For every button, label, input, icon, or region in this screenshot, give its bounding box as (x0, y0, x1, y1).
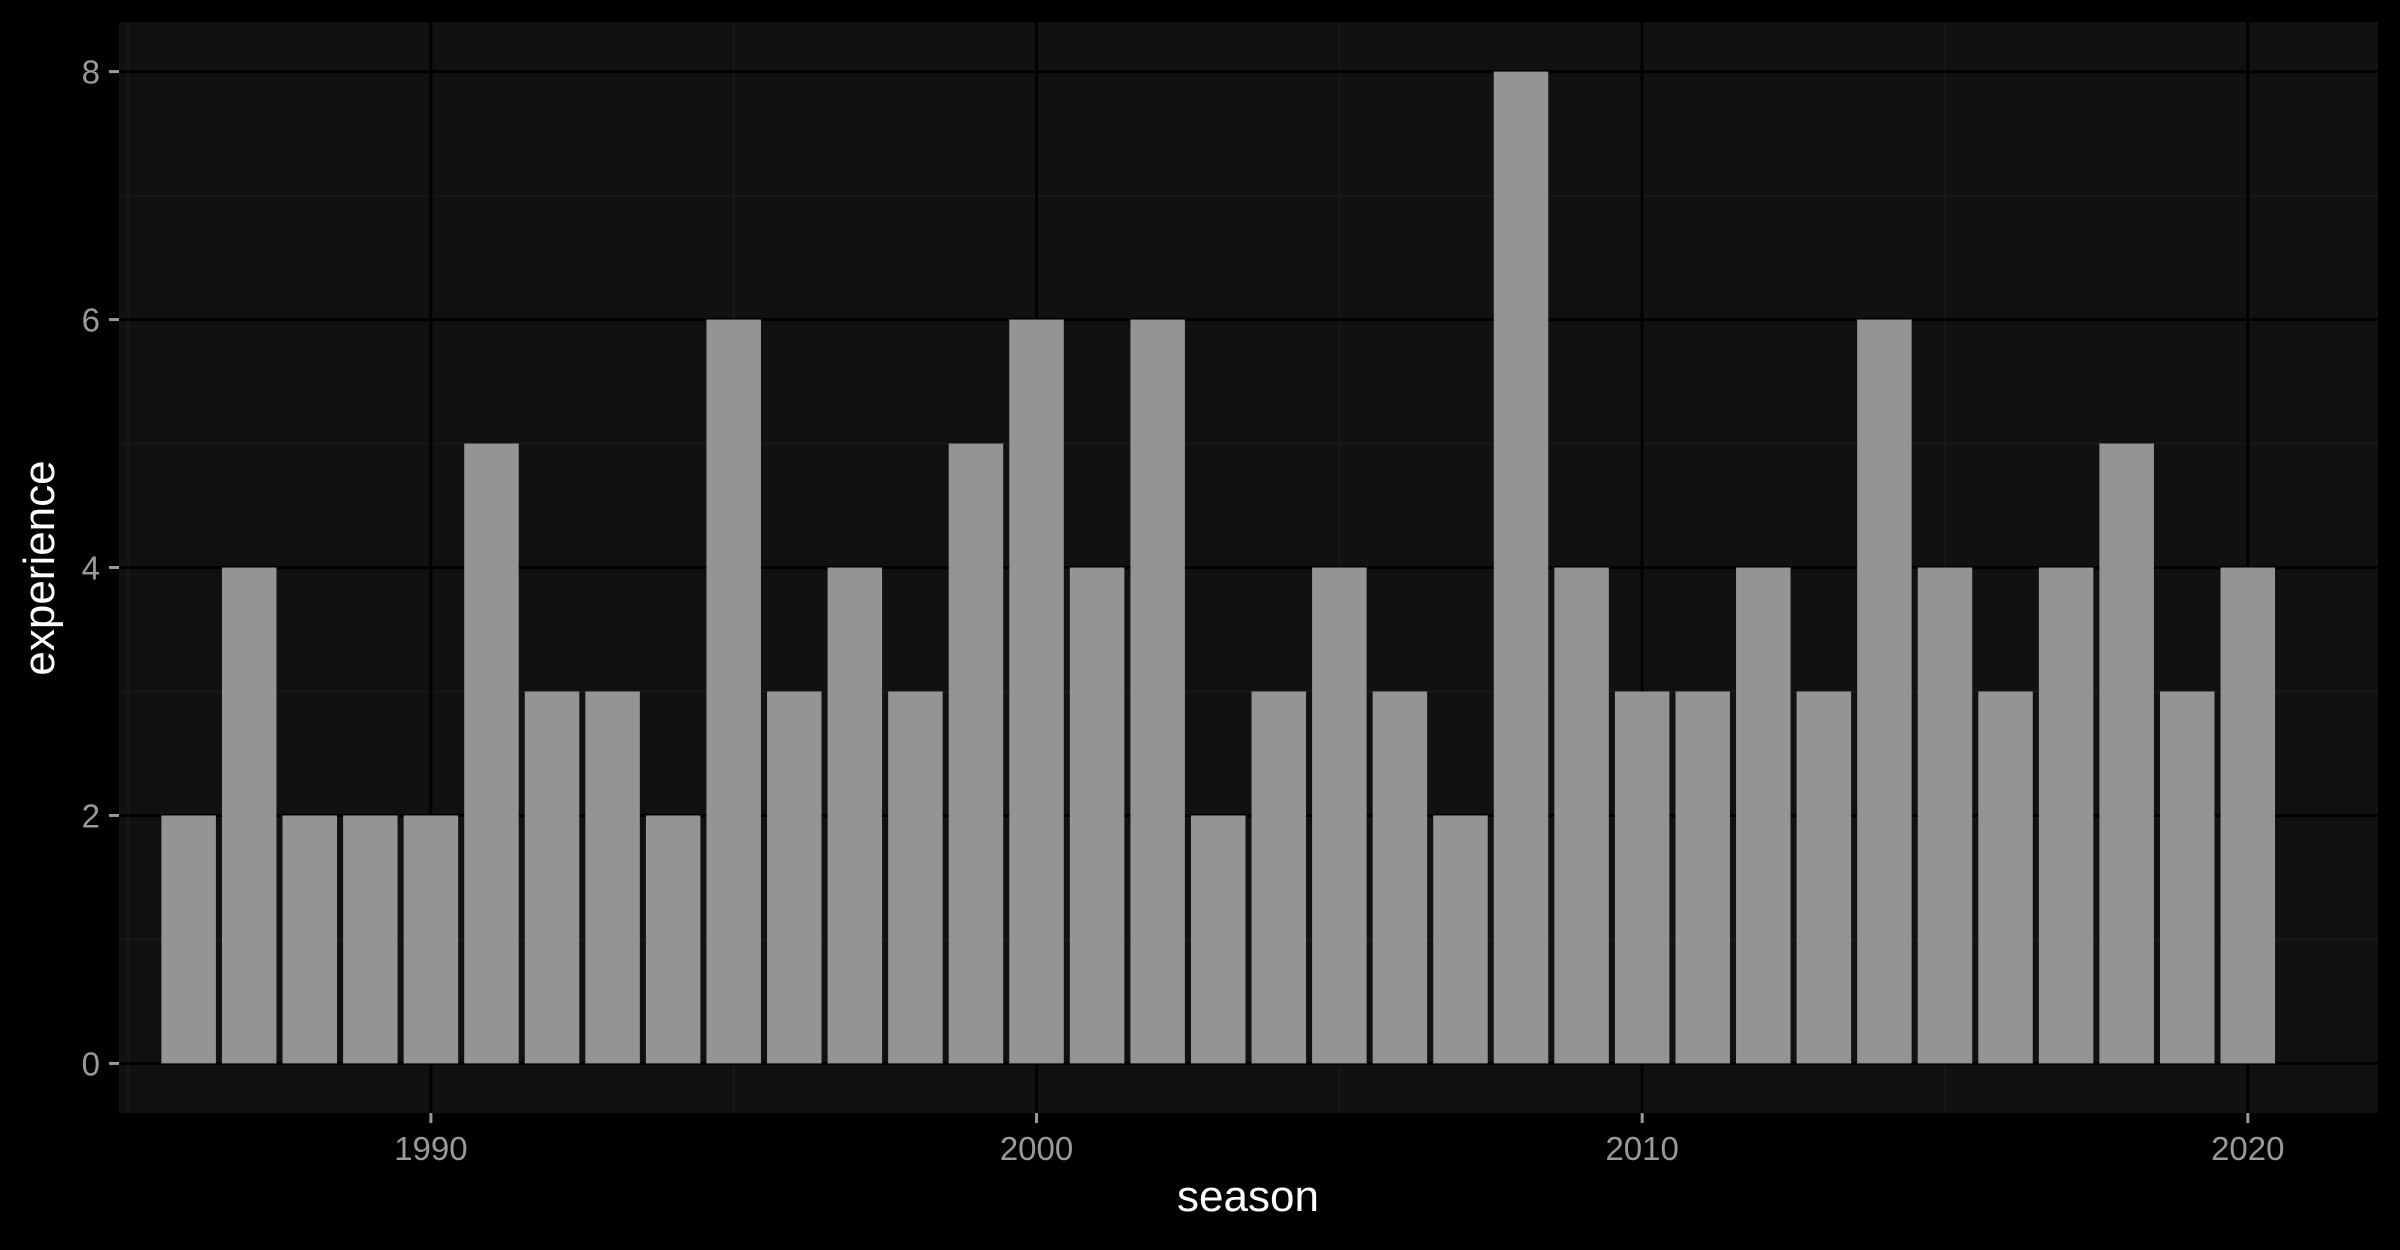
bar-2012 (1736, 567, 1791, 1064)
bar-2017 (2038, 567, 2094, 1064)
bar-2016 (1978, 691, 2033, 1064)
bar-1996 (767, 691, 822, 1064)
x-tick-label: 1990 (394, 1130, 467, 1167)
bar-1991 (464, 443, 519, 1064)
bar-2005 (1312, 567, 1367, 1064)
bar-1989 (343, 815, 398, 1064)
x-tick-label: 2010 (1605, 1130, 1678, 1167)
bar-2007 (1433, 815, 1488, 1064)
x-tick-label: 2020 (2211, 1130, 2284, 1167)
bar-2009 (1554, 567, 1609, 1064)
x-axis: 1990 2000 2010 2020 (394, 1113, 2285, 1167)
y-tick-label: 2 (82, 797, 100, 834)
x-tick-label: 2000 (1000, 1130, 1073, 1167)
bar-2010 (1614, 691, 1670, 1064)
y-tick-label: 0 (82, 1045, 100, 1082)
bar-1988 (282, 815, 338, 1064)
bar-1986 (161, 815, 216, 1064)
y-axis-title: experience (15, 460, 64, 675)
bar-2008 (1493, 71, 1549, 1064)
bar-1992 (524, 691, 580, 1064)
bar-1999 (948, 443, 1004, 1064)
y-tick-label: 8 (82, 54, 100, 91)
bar-2003 (1190, 815, 1246, 1064)
bar-2006 (1372, 691, 1428, 1064)
bar-2015 (1917, 567, 1973, 1064)
bar-2020 (2220, 567, 2276, 1064)
bar-2019 (2159, 691, 2215, 1064)
bar-2013 (1796, 691, 1852, 1064)
bar-2002 (1130, 319, 1185, 1064)
bar-2011 (1675, 691, 1730, 1064)
bar-2014 (1857, 319, 1912, 1064)
bar-2018 (2099, 443, 2154, 1064)
bar-1994 (645, 815, 701, 1064)
bar-2001 (1069, 567, 1125, 1064)
bar-1997 (827, 567, 883, 1064)
bar-1993 (585, 691, 640, 1064)
bar-1990 (403, 815, 459, 1064)
y-tick-label: 4 (82, 550, 100, 587)
bar-1987 (221, 567, 277, 1064)
bar-1995 (706, 319, 761, 1064)
y-axis: 0 2 4 6 8 (82, 54, 119, 1082)
bar-series (161, 71, 2276, 1064)
bar-1998 (888, 691, 943, 1064)
bar-2004 (1251, 691, 1307, 1064)
bar-2000 (1009, 319, 1064, 1064)
x-axis-title: season (1177, 1172, 1319, 1221)
y-tick-label: 6 (82, 302, 100, 339)
